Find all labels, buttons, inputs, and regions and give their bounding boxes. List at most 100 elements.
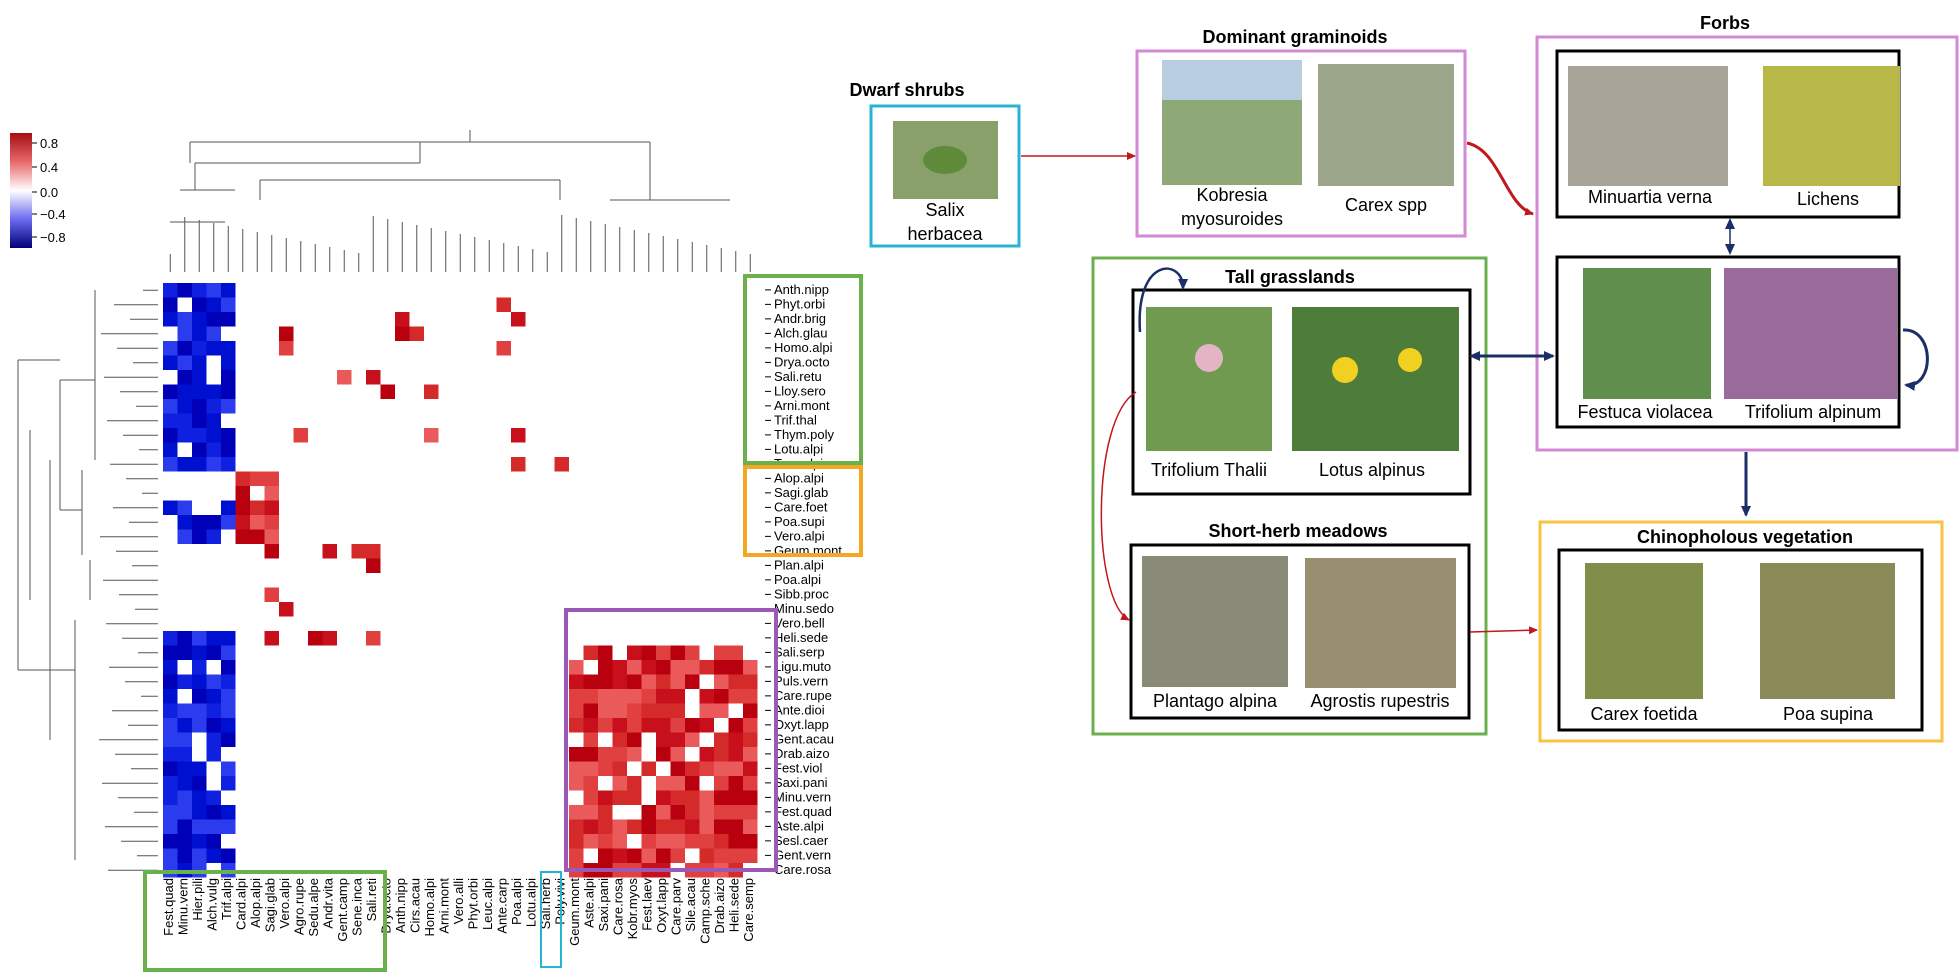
heatmap-cell bbox=[192, 341, 207, 356]
heatmap-cell bbox=[728, 834, 743, 849]
colorbar: 0.8 0.4 0.0 −0.4 −0.8 bbox=[10, 133, 66, 248]
heatmap-cell bbox=[235, 529, 250, 544]
heatmap-cell bbox=[337, 370, 352, 385]
heatmap-cell bbox=[670, 790, 685, 805]
heatmap-cell bbox=[192, 645, 207, 660]
heatmap-cell bbox=[714, 747, 729, 762]
flower-icon bbox=[1195, 344, 1223, 372]
heatmap-cell bbox=[583, 834, 598, 849]
heatmap-cell bbox=[279, 341, 294, 356]
heatmap-cell bbox=[598, 805, 613, 820]
heatmap-cell bbox=[569, 747, 584, 762]
heatmap-cell bbox=[206, 848, 221, 863]
flower-icon bbox=[1332, 357, 1358, 383]
heatmap-cell bbox=[177, 747, 192, 762]
arrow-forbs-self-loop bbox=[1902, 328, 1929, 391]
photo-trifolium-alpinum bbox=[1724, 268, 1897, 399]
heatmap-cell bbox=[163, 355, 178, 370]
heatmap-cell bbox=[163, 413, 178, 428]
heatmap-cell bbox=[192, 805, 207, 820]
heatmap-cell bbox=[206, 428, 221, 443]
column-label: Trif.alpi bbox=[219, 878, 234, 920]
heatmap-cell bbox=[192, 718, 207, 733]
heatmap-cell bbox=[192, 689, 207, 704]
heatmap-cell bbox=[380, 384, 395, 399]
heatmap-cell bbox=[192, 370, 207, 385]
heatmap-cell bbox=[598, 747, 613, 762]
heatmap-cell bbox=[598, 660, 613, 675]
forbs-box bbox=[1535, 35, 1959, 452]
heatmap-cell bbox=[206, 399, 221, 414]
heatmap-cell bbox=[656, 718, 671, 733]
heatmap-cell bbox=[714, 819, 729, 834]
heatmap-cell bbox=[670, 645, 685, 660]
heatmap-cell bbox=[163, 674, 178, 689]
heatmap-cell bbox=[221, 283, 236, 298]
heatmap-cell bbox=[206, 689, 221, 704]
column-label: Oxyt.lapp bbox=[654, 878, 669, 933]
heatmap-cell bbox=[598, 645, 613, 660]
heatmap-cell bbox=[612, 848, 627, 863]
column-label: Poa.alpi bbox=[509, 878, 524, 925]
heatmap-cell bbox=[206, 645, 221, 660]
heatmap-cell bbox=[699, 834, 714, 849]
heatmap-cell bbox=[250, 471, 265, 486]
arrows bbox=[1021, 141, 1929, 635]
heatmap-cell bbox=[743, 660, 758, 675]
group-dominant-graminoids: Dominant graminoids Kobresia myosuroides… bbox=[1135, 27, 1467, 238]
heatmap-cell bbox=[264, 587, 279, 602]
tall-grasslands-title: Tall grasslands bbox=[1225, 267, 1355, 287]
heatmap-cell bbox=[598, 790, 613, 805]
row-label: Sali.retu bbox=[774, 369, 822, 384]
heatmap-cell bbox=[366, 558, 381, 573]
column-label: Sene.inca bbox=[350, 877, 365, 936]
heatmap-cell bbox=[221, 645, 236, 660]
colorbar-tick-label: 0.4 bbox=[40, 160, 58, 175]
heatmap-cell bbox=[685, 674, 700, 689]
heatmap-cell bbox=[641, 660, 656, 675]
colorbar-tick-label: −0.8 bbox=[40, 230, 66, 245]
heatmap-cell bbox=[728, 805, 743, 820]
heatmap-cell bbox=[743, 776, 758, 791]
row-label: Plan.alpi bbox=[774, 557, 824, 572]
heatmap-cell bbox=[714, 645, 729, 660]
row-label: Alop.alpi bbox=[774, 470, 824, 485]
heatmap-cell bbox=[192, 631, 207, 646]
heatmap-cell bbox=[221, 631, 236, 646]
heatmap-cell bbox=[583, 674, 598, 689]
heatmap-cell bbox=[177, 428, 192, 443]
heatmap-cell bbox=[221, 442, 236, 457]
heatmap-cell bbox=[192, 413, 207, 428]
heatmap-cell bbox=[163, 776, 178, 791]
heatmap-cell bbox=[569, 674, 584, 689]
heatmap-cell bbox=[192, 819, 207, 834]
colorbar-tick-label: −0.4 bbox=[40, 207, 66, 222]
row-label: Fest.viol bbox=[774, 760, 823, 775]
heatmap-cell bbox=[743, 848, 758, 863]
photo-poa-supina bbox=[1760, 563, 1895, 699]
heatmap-cell bbox=[728, 645, 743, 660]
heatmap-cell bbox=[598, 674, 613, 689]
heatmap-cell bbox=[163, 500, 178, 515]
heatmap-cell bbox=[163, 631, 178, 646]
heatmap-cell bbox=[264, 631, 279, 646]
row-label: Care.rupe bbox=[774, 688, 832, 703]
heatmap-cell bbox=[206, 805, 221, 820]
photo-lotus-alpinus bbox=[1292, 307, 1459, 451]
heatmap-cell bbox=[743, 718, 758, 733]
photo-carex-foetida bbox=[1585, 563, 1703, 699]
heatmap-cell bbox=[598, 834, 613, 849]
column-label: Homo.alpi bbox=[422, 878, 437, 937]
heatmap-cell bbox=[496, 341, 511, 356]
heatmap-cell bbox=[192, 776, 207, 791]
heatmap-cell bbox=[192, 283, 207, 298]
heatmap-cell bbox=[685, 776, 700, 791]
row-label: Sibb.proc bbox=[774, 586, 829, 601]
heatmap-cell bbox=[612, 834, 627, 849]
column-label: Care.rosa bbox=[611, 877, 626, 935]
row-label: Trif.thal bbox=[774, 412, 817, 427]
forbs-title: Forbs bbox=[1700, 13, 1750, 33]
heatmap-cell bbox=[583, 718, 598, 733]
photo-carex-spp bbox=[1318, 64, 1454, 186]
